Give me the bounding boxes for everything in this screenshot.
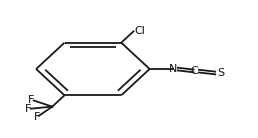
Text: F: F: [25, 104, 31, 114]
Text: Cl: Cl: [135, 26, 146, 35]
Text: S: S: [217, 68, 224, 78]
Text: N: N: [169, 64, 177, 74]
Text: F: F: [28, 95, 34, 105]
Text: C: C: [191, 66, 198, 76]
Text: F: F: [34, 112, 40, 122]
